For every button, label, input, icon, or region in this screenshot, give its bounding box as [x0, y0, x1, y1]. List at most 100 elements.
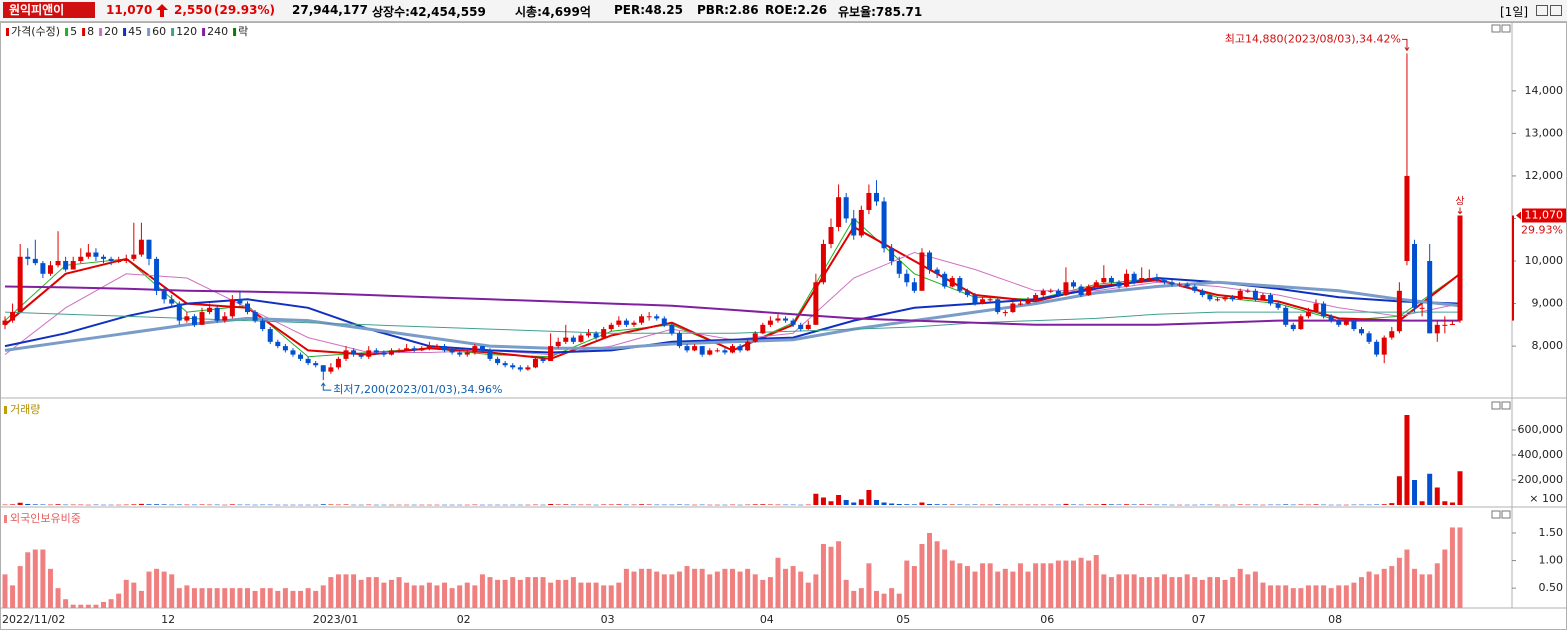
foreign-bar: [1131, 574, 1137, 608]
foreign-bar: [1010, 571, 1016, 608]
volume-bar: [586, 504, 592, 506]
candle-body: [1101, 278, 1107, 283]
roe: ROE:2.26: [765, 3, 828, 17]
volume-bar: [373, 504, 379, 506]
foreign-bar: [927, 532, 933, 608]
volume-bar: [964, 504, 970, 506]
candle-body: [1139, 278, 1145, 283]
volume-bar: [1412, 480, 1418, 505]
foreign-bar: [873, 590, 879, 608]
window-button[interactable]: [1536, 5, 1548, 16]
volume-bar: [191, 504, 197, 506]
volume-bar: [419, 504, 425, 506]
volume-bar: [1207, 504, 1213, 506]
volume-bar: [851, 502, 857, 505]
candle-body: [191, 316, 197, 325]
candle-body: [555, 341, 561, 347]
candle-body: [442, 346, 448, 351]
candle-body: [1161, 280, 1167, 283]
volume-bar: [563, 504, 569, 505]
volume-bar: [730, 504, 735, 506]
volume-bar: [805, 504, 811, 506]
candle-body: [1275, 303, 1281, 308]
candle-body: [1146, 278, 1152, 280]
foreign-bar: [1389, 566, 1395, 608]
volume-bar: [305, 504, 311, 506]
volume-bar: [1025, 504, 1031, 506]
foreign-bar: [1177, 577, 1183, 608]
volume-bar: [760, 504, 766, 505]
y-tick-label: 400,000: [1518, 448, 1564, 461]
stock-name[interactable]: 원익피앤이: [3, 2, 95, 18]
moving-average-line: [4, 217, 1461, 358]
legend-marker: [65, 28, 69, 36]
close-button[interactable]: [1550, 5, 1562, 16]
candle-body: [260, 320, 266, 330]
period[interactable]: [1일]: [1500, 5, 1529, 19]
foreign-bar: [889, 588, 895, 608]
candle-body: [813, 282, 819, 325]
panel-button[interactable]: [1491, 401, 1501, 410]
volume-bar: [813, 493, 819, 505]
volume-bar: [1040, 504, 1046, 506]
volume-bar: [1298, 504, 1304, 505]
volume-bar: [146, 504, 152, 505]
volume-bar: [63, 504, 69, 506]
volume-bar: [843, 500, 849, 505]
foreign-bar: [1139, 577, 1145, 608]
foreign-bar: [1184, 574, 1190, 608]
candle-body: [730, 346, 735, 353]
candle-body: [184, 316, 190, 321]
candle-body: [586, 333, 592, 336]
foreign-bar: [858, 588, 864, 608]
volume-bar: [70, 504, 76, 506]
foreign-bar: [1245, 574, 1251, 608]
volume-bar: [646, 504, 652, 505]
candle-body: [1207, 295, 1213, 300]
volume-bar: [457, 504, 463, 506]
candle-body: [608, 324, 614, 330]
x-tick-label: 05: [896, 613, 910, 626]
volume-bar: [313, 504, 319, 506]
per: PER:48.25: [614, 3, 683, 17]
panel-button[interactable]: [1501, 510, 1511, 519]
foreign-bar: [260, 588, 266, 608]
volume-bar: [396, 504, 402, 506]
volume-bar: [1268, 504, 1274, 506]
candle-body: [1116, 282, 1122, 287]
limit-up-marker: 상: [1455, 195, 1464, 207]
candle-body: [131, 254, 137, 259]
candle-body: [214, 307, 220, 321]
foreign-bar: [1033, 563, 1039, 608]
volume-bar: [404, 504, 410, 506]
foreign-bar: [426, 582, 432, 608]
foreign-bar: [1419, 574, 1425, 608]
candle-body: [684, 346, 690, 351]
candle-body: [502, 363, 508, 366]
panel-button[interactable]: [1501, 401, 1511, 410]
volume-bar: [942, 504, 948, 505]
volume-bar: [1343, 504, 1349, 506]
foreign-bar: [881, 593, 887, 608]
candle-body: [593, 333, 599, 338]
volume-bar: [252, 504, 258, 506]
foreign-bar: [237, 588, 243, 608]
panel-button[interactable]: [1491, 24, 1501, 33]
candle-body: [745, 341, 751, 351]
foreign-bar: [730, 568, 735, 608]
candle-body: [207, 307, 213, 313]
x-tick-label: 02: [457, 613, 471, 626]
panel-button[interactable]: [1491, 510, 1501, 519]
foreign-bar: [1207, 577, 1213, 608]
foreign-bar: [1366, 571, 1372, 608]
volume-bar: [1237, 504, 1243, 505]
x-tick-label: 2022/11/02: [2, 613, 65, 626]
candle-body: [55, 261, 61, 266]
volume-bar: [25, 504, 31, 505]
foreign-bar: [934, 541, 940, 608]
foreign-bar: [654, 571, 660, 608]
candle-body: [123, 258, 129, 262]
foreign-bar: [381, 582, 387, 608]
foreign-bar: [1048, 563, 1054, 608]
panel-button[interactable]: [1501, 24, 1511, 33]
